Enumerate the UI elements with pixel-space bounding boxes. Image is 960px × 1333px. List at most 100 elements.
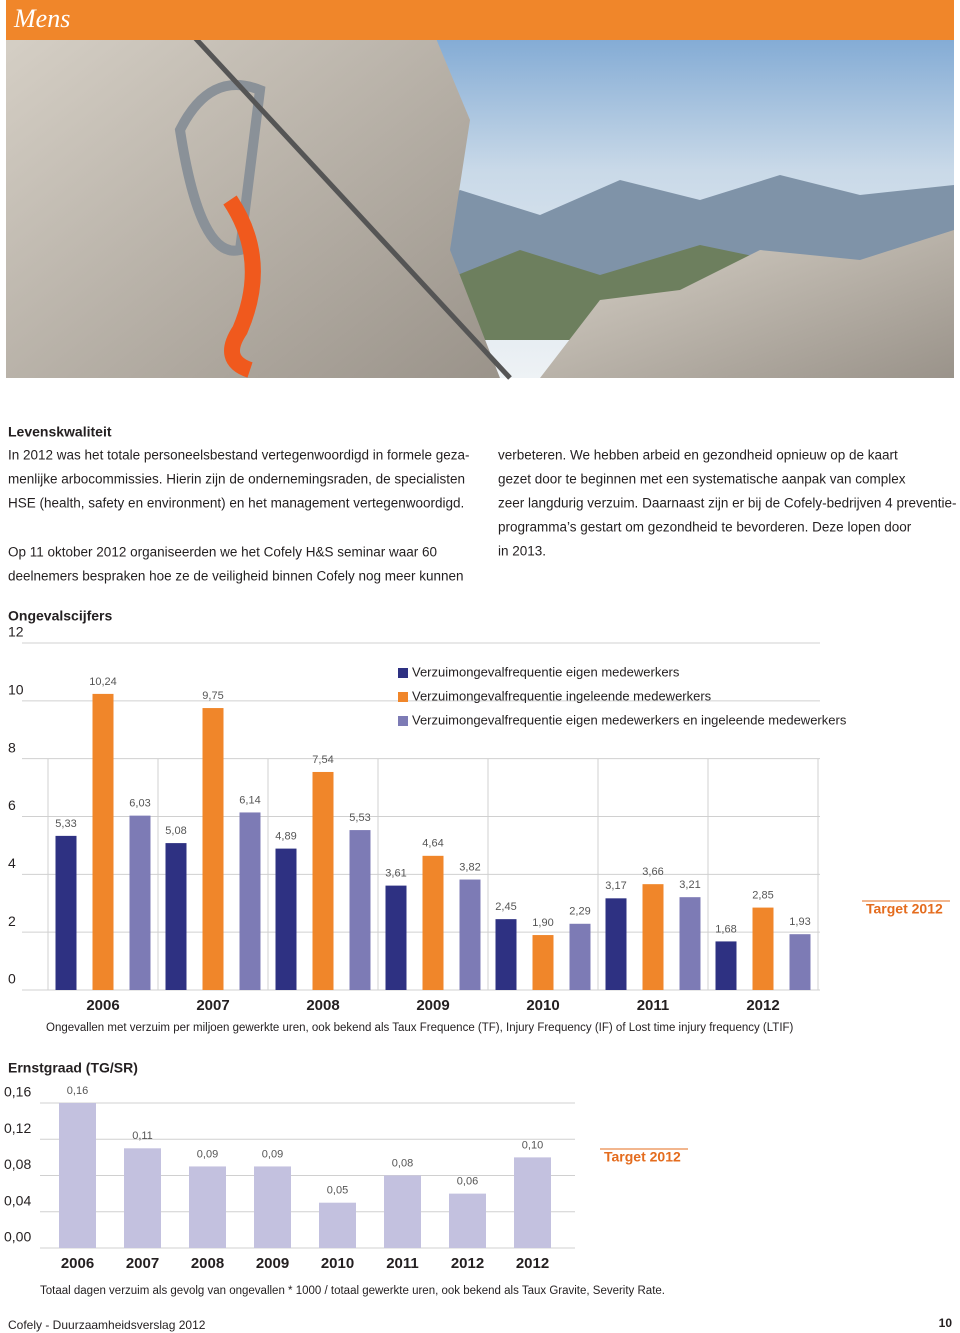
y-tick-label: 0,16	[4, 1084, 31, 1100]
x-tick-label: 2010	[526, 997, 559, 1014]
y-tick-label: 12	[8, 624, 24, 640]
y-tick-label: 0,12	[4, 1120, 31, 1136]
bar	[789, 934, 811, 990]
bar	[752, 907, 774, 990]
value-label: 5,33	[55, 818, 76, 830]
bar	[679, 897, 701, 990]
value-label: 2,29	[569, 906, 590, 918]
bar	[642, 884, 664, 990]
x-tick-label: 2009	[416, 997, 449, 1014]
caption: Ongevallen met verzuim per miljoen gewer…	[46, 1022, 794, 1034]
value-label: 3,82	[459, 861, 480, 873]
bar	[275, 848, 297, 990]
bar	[254, 1166, 291, 1248]
page-number: 10	[939, 1316, 953, 1330]
body-line: verbeteren. We hebben arbeid en gezondhe…	[498, 448, 898, 463]
annotation: Target 2012	[604, 1149, 681, 1165]
chart-title: Ongevalscijfers	[8, 608, 112, 624]
bar	[532, 935, 554, 990]
footer-left: Cofely - Duurzaamheidsverslag 2012	[8, 1318, 206, 1332]
value-label: 0,05	[327, 1185, 348, 1197]
x-tick-label: 2010	[321, 1255, 354, 1272]
x-tick-label: 2009	[256, 1255, 289, 1272]
x-tick-label: 2011	[386, 1255, 419, 1272]
chart-title: Ernstgraad (TG/SR)	[8, 1060, 138, 1076]
annotation: Target 2012	[866, 901, 943, 917]
value-label: 5,08	[165, 825, 186, 837]
bar	[605, 898, 627, 990]
bar	[514, 1157, 551, 1248]
y-tick-label: 6	[8, 797, 16, 813]
value-label: 4,64	[422, 838, 443, 850]
value-label: 0,11	[132, 1130, 153, 1142]
bar	[422, 855, 444, 990]
value-label: 2,45	[495, 901, 516, 913]
body-line: zeer langdurig verzuim. Daarnaast zijn e…	[498, 496, 956, 511]
bar	[495, 919, 517, 990]
bar	[449, 1193, 486, 1248]
x-tick-label: 2006	[61, 1255, 94, 1272]
x-tick-label: 2012	[746, 997, 779, 1014]
bar	[312, 771, 334, 990]
x-tick-label: 2012	[451, 1255, 484, 1272]
value-label: 3,61	[385, 868, 406, 880]
bar	[239, 812, 261, 990]
x-tick-label: 2007	[196, 997, 229, 1014]
y-tick-label: 10	[8, 682, 24, 698]
legend-label: Verzuimongevalfrequentie eigen medewerke…	[412, 712, 847, 727]
body-line: In 2012 was het totale personeelsbestand…	[8, 448, 470, 463]
x-tick-label: 2011	[637, 997, 670, 1014]
photo	[6, 0, 954, 380]
value-label: 9,75	[202, 690, 223, 702]
y-tick-label: 0,04	[4, 1192, 31, 1208]
body-line: gezet door te beginnen met een systemati…	[498, 472, 906, 487]
bar	[189, 1166, 226, 1248]
y-tick-label: 0,00	[4, 1229, 31, 1245]
bar	[384, 1175, 421, 1248]
value-label: 0,09	[197, 1148, 218, 1160]
bar	[129, 815, 151, 990]
caption: Totaal dagen verzuim als gevolg van onge…	[40, 1285, 665, 1297]
legend-swatch	[398, 692, 408, 702]
body-line: deelnemers bespraken hoe ze de veilighei…	[8, 569, 464, 584]
value-label: 3,21	[679, 879, 700, 891]
bar	[92, 693, 114, 990]
bar	[202, 708, 224, 990]
value-label: 1,93	[789, 916, 810, 928]
value-label: 0,16	[67, 1085, 88, 1097]
value-label: 0,09	[262, 1148, 283, 1160]
y-tick-label: 8	[8, 739, 16, 755]
body-line: in 2013.	[498, 544, 546, 559]
value-label: 7,54	[312, 754, 333, 766]
bar	[715, 941, 737, 990]
value-label: 4,89	[275, 831, 296, 843]
x-tick-label: 2006	[86, 997, 119, 1014]
y-tick-label: 2	[8, 913, 16, 929]
value-label: 6,14	[239, 794, 260, 806]
left-column: In 2012 was het totale personeelsbestand…	[8, 448, 470, 584]
bar	[55, 835, 77, 990]
right-column: verbeteren. We hebben arbeid en gezondhe…	[498, 448, 956, 559]
body-line: menlijke arbocommissies. Hierin zijn de …	[8, 472, 465, 487]
bar	[349, 830, 371, 990]
x-tick-label: 2008	[191, 1255, 224, 1272]
value-label: 6,03	[129, 798, 150, 810]
bar	[459, 879, 481, 990]
value-label: 1,68	[715, 923, 736, 935]
value-label: 0,06	[457, 1176, 478, 1188]
x-tick-label: 2007	[126, 1255, 159, 1272]
header-title: Mens	[13, 4, 70, 33]
x-tick-label: 2012	[516, 1255, 549, 1272]
y-tick-label: 4	[8, 855, 16, 871]
body-line: Op 11 oktober 2012 organiseerden we het …	[8, 545, 437, 560]
section-title: Levenskwaliteit	[8, 424, 112, 440]
value-label: 10,24	[89, 676, 117, 688]
bar	[124, 1148, 161, 1248]
y-tick-label: 0	[8, 971, 16, 987]
value-label: 3,66	[642, 866, 663, 878]
y-tick-label: 0,08	[4, 1156, 31, 1172]
body-line: HSE (health, safety en environment) en h…	[8, 496, 464, 511]
value-label: 0,08	[392, 1157, 413, 1169]
x-tick-label: 2008	[306, 997, 339, 1014]
